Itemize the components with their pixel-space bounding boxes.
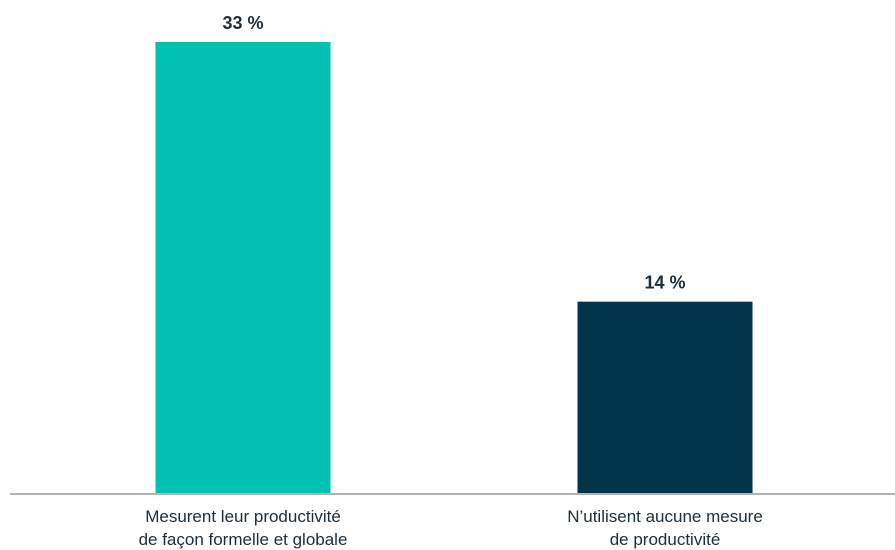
bar-1: [155, 42, 331, 493]
category-label-1-line-1: Mesurent leur productivité: [145, 507, 341, 526]
bar-value-label-2: 14 %: [644, 273, 685, 293]
bar-2: [577, 301, 753, 493]
category-labels-group: Mesurent leur productivité de façon forme…: [139, 507, 763, 549]
category-label-2-line-1: N’utilisent aucune mesure: [567, 507, 763, 526]
category-label-2-line-2: de productivité: [610, 530, 721, 549]
bar-value-label-1: 33 %: [222, 13, 263, 33]
value-labels-group: 33 % 14 %: [222, 13, 685, 293]
category-label-1-line-2: de façon formelle et globale: [139, 530, 348, 549]
bars-group: [155, 42, 753, 493]
